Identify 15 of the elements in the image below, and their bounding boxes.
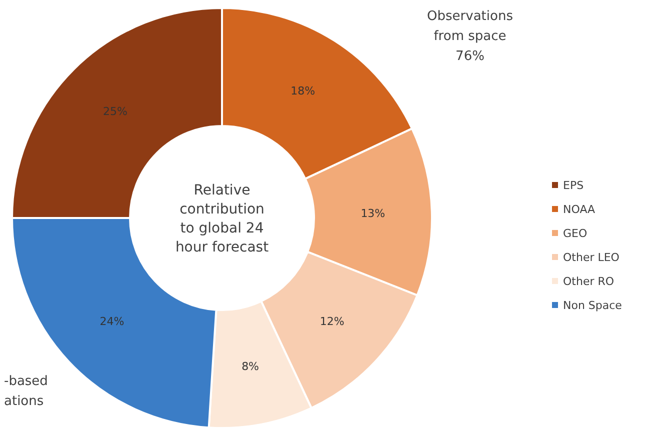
legend-label: Other RO	[563, 274, 614, 288]
text: Relative contribution to global 24 hour forecast	[175, 182, 270, 256]
data-label: 13%	[360, 207, 386, 220]
legend-label: Other LEO	[563, 250, 620, 264]
legend-label: Non Space	[563, 298, 622, 312]
data-label: 8%	[242, 360, 260, 374]
legend-label: GEO	[563, 226, 588, 240]
text: Observations from space 76%	[427, 9, 514, 64]
data-label: 18%	[290, 84, 316, 98]
text: -based ations	[4, 374, 48, 409]
legend-label: EPS	[563, 178, 584, 192]
legend-label: NOAA	[563, 202, 596, 216]
data-label: 24%	[100, 315, 124, 328]
data-label: 12%	[320, 315, 344, 328]
data-label: 25%	[103, 105, 128, 118]
